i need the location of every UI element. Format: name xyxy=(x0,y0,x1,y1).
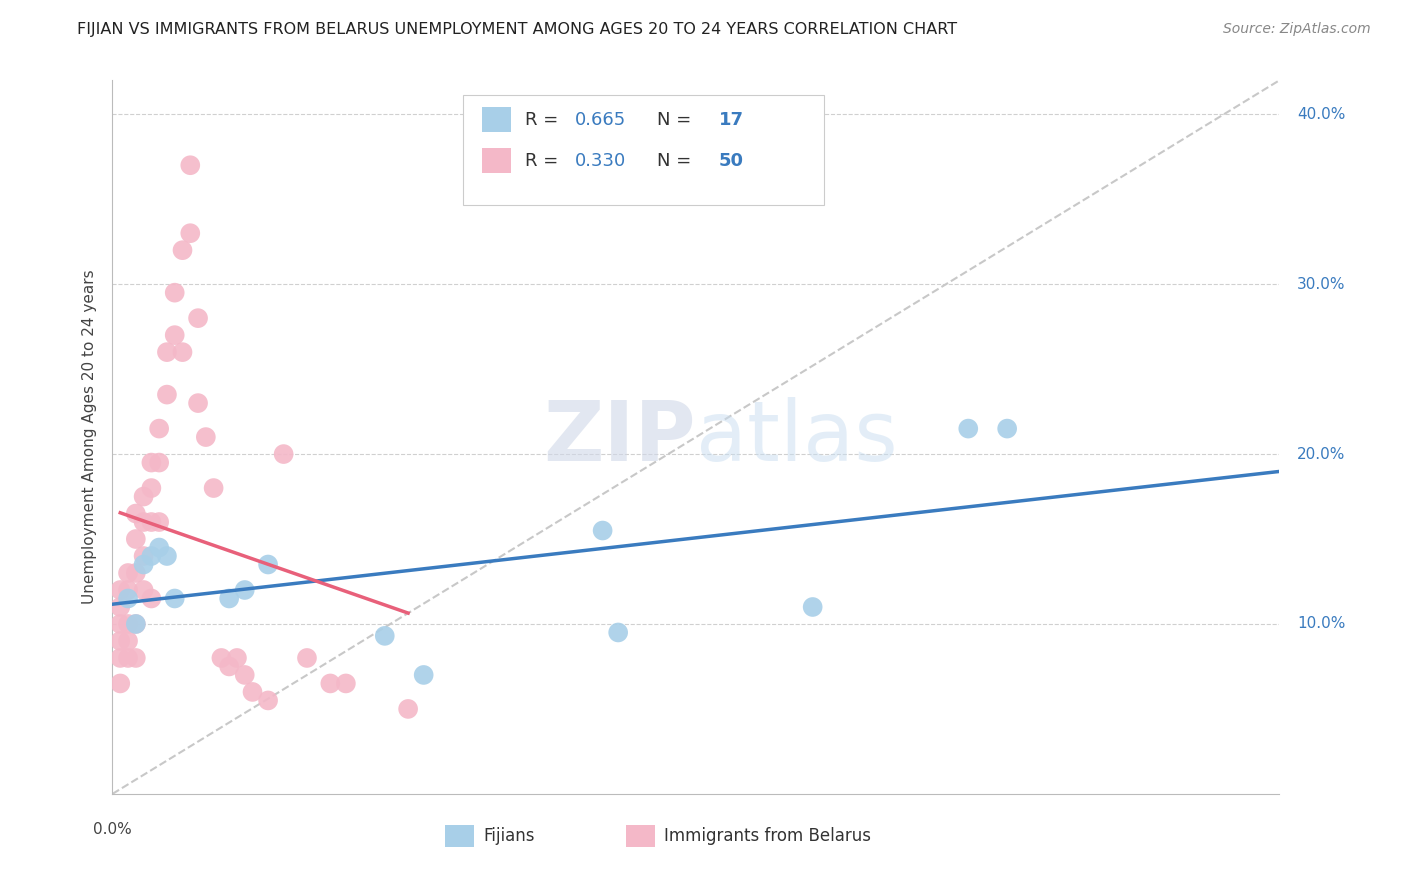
Text: Fijians: Fijians xyxy=(484,827,536,845)
Text: Source: ZipAtlas.com: Source: ZipAtlas.com xyxy=(1223,22,1371,37)
Text: 50: 50 xyxy=(718,152,744,169)
Point xyxy=(110,676,132,690)
Point xyxy=(117,566,139,580)
Text: 17: 17 xyxy=(718,111,744,128)
Point xyxy=(202,481,225,495)
Point xyxy=(412,668,434,682)
Point xyxy=(187,396,209,410)
Point xyxy=(273,447,295,461)
Point xyxy=(148,515,170,529)
Point xyxy=(257,693,280,707)
Text: 40.0%: 40.0% xyxy=(1296,107,1346,122)
Point xyxy=(125,617,148,632)
Point xyxy=(163,591,186,606)
Point xyxy=(125,566,148,580)
Point xyxy=(995,421,1018,435)
Point xyxy=(194,430,217,444)
Point xyxy=(110,651,132,665)
Point xyxy=(295,651,318,665)
Point xyxy=(233,582,256,597)
Text: 10.0%: 10.0% xyxy=(1296,616,1346,632)
Point xyxy=(172,345,194,359)
Point xyxy=(117,591,139,606)
Text: N =: N = xyxy=(657,152,692,169)
Point xyxy=(110,617,132,632)
Point xyxy=(141,481,163,495)
Point xyxy=(218,591,240,606)
Point xyxy=(141,591,163,606)
Point xyxy=(148,541,170,555)
Point xyxy=(607,625,630,640)
Point xyxy=(218,659,240,673)
FancyBboxPatch shape xyxy=(482,148,510,173)
Point xyxy=(141,549,163,563)
Point xyxy=(125,651,148,665)
Text: atlas: atlas xyxy=(696,397,897,477)
Point xyxy=(117,582,139,597)
Point xyxy=(957,421,980,435)
Point xyxy=(335,676,357,690)
Text: Immigrants from Belarus: Immigrants from Belarus xyxy=(665,827,872,845)
Point xyxy=(156,345,179,359)
Point xyxy=(396,702,419,716)
Point xyxy=(125,532,148,546)
Point xyxy=(226,651,249,665)
Point xyxy=(209,651,232,665)
Point xyxy=(141,456,163,470)
Point xyxy=(132,582,155,597)
Text: N =: N = xyxy=(657,111,692,128)
Point xyxy=(132,549,155,563)
Point xyxy=(374,629,396,643)
Text: 30.0%: 30.0% xyxy=(1296,277,1346,292)
Text: R =: R = xyxy=(524,111,564,128)
Point xyxy=(187,311,209,326)
FancyBboxPatch shape xyxy=(626,824,655,847)
Point xyxy=(592,524,614,538)
Point xyxy=(132,558,155,572)
Point xyxy=(148,421,170,435)
Point xyxy=(117,617,139,632)
Point xyxy=(117,634,139,648)
Text: ZIP: ZIP xyxy=(544,397,696,477)
Point xyxy=(148,456,170,470)
Y-axis label: Unemployment Among Ages 20 to 24 years: Unemployment Among Ages 20 to 24 years xyxy=(82,269,97,605)
Text: 20.0%: 20.0% xyxy=(1296,447,1346,461)
Point xyxy=(242,685,264,699)
FancyBboxPatch shape xyxy=(446,824,474,847)
Text: 0.330: 0.330 xyxy=(575,152,627,169)
Point xyxy=(257,558,280,572)
Point xyxy=(132,490,155,504)
Point xyxy=(319,676,342,690)
Point xyxy=(156,387,179,401)
Text: FIJIAN VS IMMIGRANTS FROM BELARUS UNEMPLOYMENT AMONG AGES 20 TO 24 YEARS CORRELA: FIJIAN VS IMMIGRANTS FROM BELARUS UNEMPL… xyxy=(77,22,957,37)
FancyBboxPatch shape xyxy=(482,107,510,132)
Point xyxy=(110,634,132,648)
Point xyxy=(125,507,148,521)
FancyBboxPatch shape xyxy=(463,95,824,205)
Point xyxy=(179,226,201,240)
Point xyxy=(163,285,186,300)
Text: 0.665: 0.665 xyxy=(575,111,627,128)
Point xyxy=(132,515,155,529)
Point xyxy=(117,651,139,665)
Point xyxy=(801,599,824,614)
Point xyxy=(172,243,194,257)
Point xyxy=(141,515,163,529)
Text: 0.0%: 0.0% xyxy=(93,822,132,838)
Point xyxy=(156,549,179,563)
Point xyxy=(163,328,186,343)
Point xyxy=(110,599,132,614)
Point xyxy=(125,617,148,632)
Point xyxy=(110,582,132,597)
Text: R =: R = xyxy=(524,152,564,169)
Point xyxy=(233,668,256,682)
Point xyxy=(179,158,201,172)
